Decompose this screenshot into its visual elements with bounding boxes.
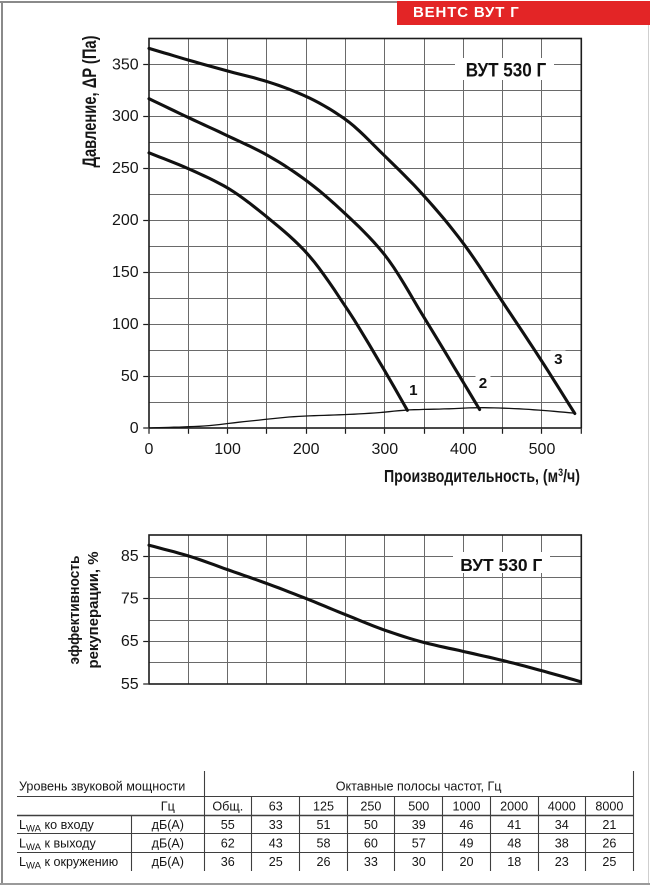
svg-text:350: 350 (112, 56, 139, 73)
svg-text:Уровень звуковой мощности: Уровень звуковой мощности (19, 780, 185, 794)
svg-text:26: 26 (602, 837, 616, 851)
svg-text:36: 36 (221, 855, 235, 869)
svg-text:рекуперации, %: рекуперации, % (85, 552, 102, 669)
svg-text:500: 500 (529, 441, 556, 458)
svg-text:LWA к окружению: LWA к окружению (19, 855, 118, 872)
svg-text:18: 18 (507, 855, 521, 869)
svg-text:Октавные полосы частот, Гц: Октавные полосы частот, Гц (336, 780, 502, 794)
svg-text:LWA ко входу: LWA ко входу (19, 818, 95, 835)
svg-text:33: 33 (269, 818, 283, 832)
svg-text:50: 50 (364, 818, 378, 832)
svg-text:300: 300 (112, 108, 139, 125)
svg-text:55: 55 (221, 818, 235, 832)
svg-text:0: 0 (130, 420, 139, 437)
svg-text:49: 49 (459, 837, 473, 851)
svg-text:дБ(А): дБ(А) (152, 837, 184, 851)
svg-text:эффективность: эффективность (66, 556, 83, 665)
svg-text:LWA к выходу: LWA к выходу (19, 837, 96, 854)
svg-text:33: 33 (364, 855, 378, 869)
svg-text:34: 34 (555, 818, 569, 832)
svg-text:75: 75 (121, 591, 139, 608)
svg-text:500: 500 (408, 799, 429, 813)
svg-text:62: 62 (221, 837, 235, 851)
svg-text:100: 100 (112, 316, 139, 333)
svg-text:Гц: Гц (161, 799, 175, 813)
svg-text:2000: 2000 (500, 799, 528, 813)
svg-text:21: 21 (602, 818, 616, 832)
svg-text:48: 48 (507, 837, 521, 851)
svg-text:125: 125 (313, 799, 334, 813)
svg-text:25: 25 (602, 855, 616, 869)
svg-text:38: 38 (555, 837, 569, 851)
svg-text:26: 26 (316, 855, 330, 869)
svg-text:ВУТ 530 Г: ВУТ 530 Г (466, 61, 547, 82)
svg-text:250: 250 (360, 799, 381, 813)
svg-text:20: 20 (459, 855, 473, 869)
svg-text:ВУТ 530 Г: ВУТ 530 Г (460, 555, 542, 575)
svg-text:2: 2 (479, 375, 487, 392)
svg-text:дБ(А): дБ(А) (152, 855, 184, 869)
svg-text:100: 100 (214, 441, 241, 458)
svg-text:65: 65 (121, 633, 139, 650)
svg-text:57: 57 (412, 837, 426, 851)
svg-text:200: 200 (293, 441, 320, 458)
svg-text:50: 50 (121, 368, 139, 385)
svg-text:Общ.: Общ. (212, 799, 243, 813)
svg-text:41: 41 (507, 818, 521, 832)
svg-text:60: 60 (364, 837, 378, 851)
svg-text:200: 200 (112, 212, 139, 229)
svg-text:39: 39 (412, 818, 426, 832)
svg-text:1000: 1000 (452, 799, 480, 813)
svg-text:43: 43 (269, 837, 283, 851)
svg-text:150: 150 (112, 264, 139, 281)
svg-text:1: 1 (409, 382, 418, 399)
svg-text:51: 51 (316, 818, 330, 832)
svg-text:30: 30 (412, 855, 426, 869)
svg-text:300: 300 (371, 441, 398, 458)
svg-text:Давление, ΔP (Па): Давление, ΔP (Па) (80, 36, 101, 168)
svg-text:0: 0 (145, 441, 154, 458)
svg-text:400: 400 (450, 441, 477, 458)
svg-text:25: 25 (269, 855, 283, 869)
svg-text:58: 58 (316, 837, 330, 851)
svg-text:63: 63 (269, 799, 283, 813)
svg-text:4000: 4000 (548, 799, 576, 813)
svg-text:85: 85 (121, 548, 139, 565)
svg-text:46: 46 (459, 818, 473, 832)
svg-text:55: 55 (121, 676, 139, 693)
svg-text:3: 3 (554, 351, 562, 368)
svg-text:дБ(А): дБ(А) (152, 818, 184, 832)
svg-text:23: 23 (555, 855, 569, 869)
svg-text:250: 250 (112, 160, 139, 177)
svg-text:Производительность, (м3/ч): Производительность, (м3/ч) (384, 466, 580, 486)
svg-text:8000: 8000 (595, 799, 623, 813)
